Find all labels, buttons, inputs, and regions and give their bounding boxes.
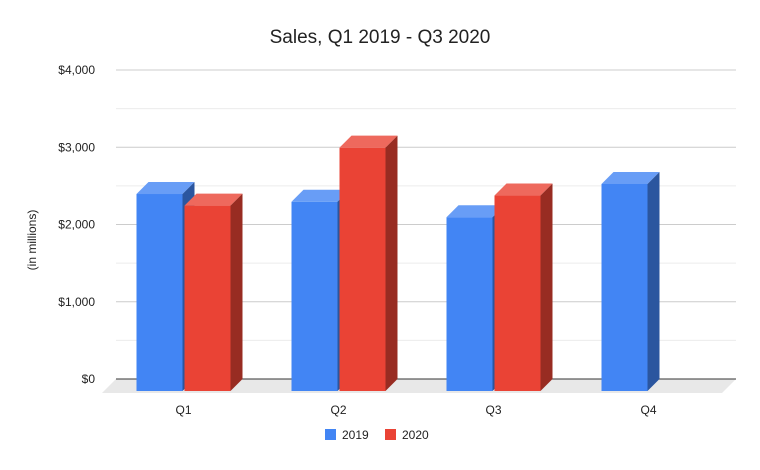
legend-swatch bbox=[385, 429, 396, 440]
y-tick-label: $4,000 bbox=[58, 63, 95, 77]
y-tick-label: $0 bbox=[82, 372, 96, 386]
bar bbox=[339, 135, 398, 391]
bar-side bbox=[540, 183, 553, 391]
bar-side bbox=[230, 193, 243, 391]
legend-swatch bbox=[325, 429, 336, 440]
x-tick-label: Q4 bbox=[640, 403, 656, 417]
x-tick-label: Q2 bbox=[330, 403, 346, 417]
bar-side bbox=[647, 171, 660, 391]
bar-top bbox=[136, 182, 195, 195]
bar bbox=[601, 171, 660, 391]
bar-top bbox=[446, 205, 505, 218]
bar-front bbox=[339, 147, 386, 391]
bar-top bbox=[291, 189, 350, 202]
y-tick-label: $3,000 bbox=[58, 140, 95, 154]
bar bbox=[184, 193, 243, 391]
y-tick-label: $1,000 bbox=[58, 295, 95, 309]
x-tick-label: Q3 bbox=[485, 403, 501, 417]
bar-top bbox=[601, 171, 660, 184]
bar-front bbox=[184, 205, 231, 391]
bar-front bbox=[446, 217, 493, 391]
bar-top bbox=[494, 183, 553, 196]
bar-top bbox=[184, 193, 243, 206]
bar-side bbox=[385, 135, 398, 391]
legend-label: 2019 bbox=[342, 428, 369, 442]
bars bbox=[136, 135, 660, 391]
y-tick-label: $2,000 bbox=[58, 218, 95, 232]
bar bbox=[136, 182, 195, 391]
x-axis-ticks: Q1 Q2 Q3 Q4 bbox=[175, 403, 656, 417]
x-tick-label: Q1 bbox=[175, 403, 191, 417]
legend-item: 2019 bbox=[325, 428, 369, 442]
floor-plane bbox=[102, 379, 736, 393]
bar-front bbox=[136, 194, 183, 391]
chart-title: Sales, Q1 2019 - Q3 2020 bbox=[270, 27, 491, 48]
y-axis-label: (in millions) bbox=[25, 210, 39, 271]
bar-front bbox=[494, 195, 541, 391]
legend: 2019 2020 bbox=[325, 428, 429, 442]
bar-top bbox=[339, 135, 398, 148]
y-axis-ticks: $0 $1,000 $2,000 $3,000 $4,000 bbox=[58, 63, 95, 386]
bar bbox=[494, 183, 553, 391]
bar-front bbox=[291, 201, 338, 391]
legend-label: 2020 bbox=[402, 428, 429, 442]
legend-item: 2020 bbox=[385, 428, 429, 442]
bar-front bbox=[601, 183, 648, 391]
